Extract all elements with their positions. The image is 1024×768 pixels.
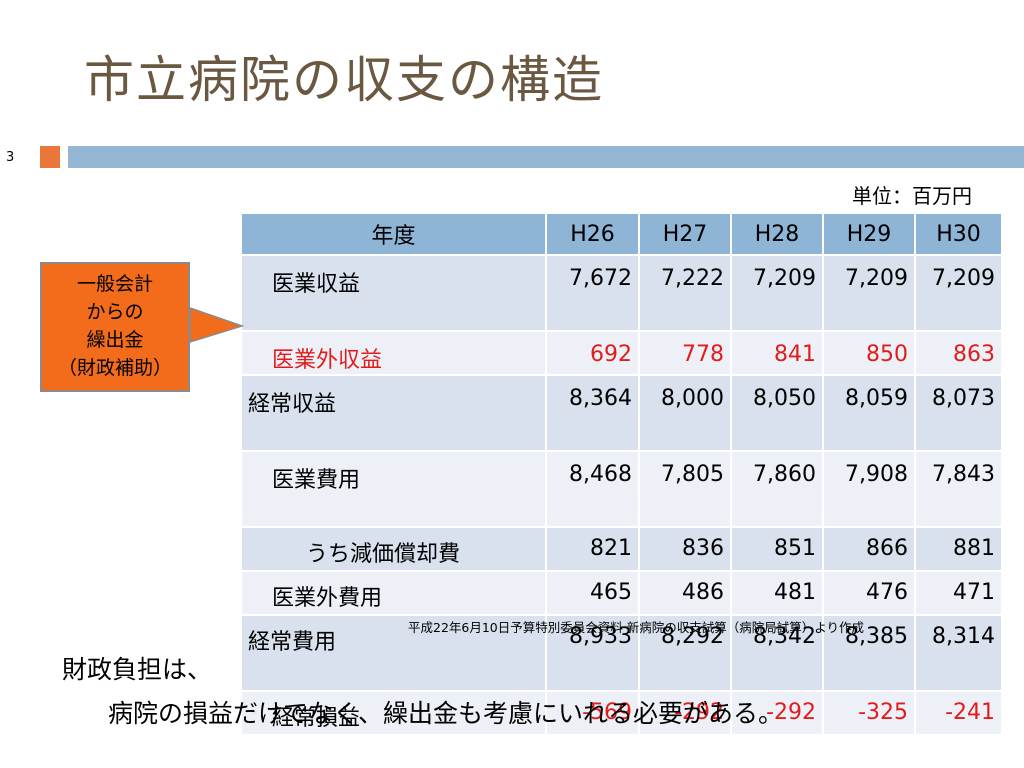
header-h26: H26	[546, 214, 640, 256]
table-cell: 8,933	[546, 615, 640, 692]
callout-line: 一般会計	[76, 273, 153, 295]
table-row: 医業外費用 465 486 481 476 471	[242, 571, 1003, 616]
table-cell: 8,468	[546, 451, 640, 528]
row-label: 医業外費用	[242, 571, 547, 616]
table-row: 経常収益 8,364 8,000 8,050 8,059 8,073	[242, 375, 1003, 452]
callout-pointer-icon	[190, 307, 245, 343]
table-cell: 8,364	[546, 375, 640, 452]
table-row: 経常損益 -569 -292 -292 -325 -241	[242, 691, 1003, 736]
row-label: 医業外収益	[242, 331, 547, 376]
table-cell: 863	[915, 331, 1003, 376]
table-cell: 850	[823, 331, 916, 376]
table-cell: 8,314	[915, 615, 1003, 692]
table-cell: 7,843	[915, 451, 1003, 528]
table-cell: 841	[731, 331, 824, 376]
table-cell: 8,385	[823, 615, 916, 692]
header-year: 年度	[242, 214, 547, 256]
table-row: 医業収益 7,672 7,222 7,209 7,209 7,209	[242, 255, 1003, 332]
unit-label: 単位：百万円	[852, 184, 972, 208]
table-cell: 7,860	[731, 451, 824, 528]
accent-blue-bar	[68, 146, 1024, 168]
table-cell: 7,209	[915, 255, 1003, 332]
table-cell: 881	[915, 527, 1003, 572]
table-cell: 7,805	[639, 451, 732, 528]
callout-line: からの	[86, 301, 144, 323]
table-cell: 486	[639, 571, 732, 616]
table-cell: 836	[639, 527, 732, 572]
table-cell: 7,209	[823, 255, 916, 332]
table-cell: 778	[639, 331, 732, 376]
table-row: うち減価償却費 821 836 851 866 881	[242, 527, 1003, 572]
table-cell: -569	[546, 691, 640, 736]
table-cell: 8,000	[639, 375, 732, 452]
table-cell: 692	[546, 331, 640, 376]
row-label: 医業収益	[242, 255, 547, 332]
table-cell: -325	[823, 691, 916, 736]
table-cell: 465	[546, 571, 640, 616]
subsidy-callout: 一般会計 からの 繰出金 （財政補助）	[40, 262, 190, 392]
finance-table: 年度 H26 H27 H28 H29 H30 医業収益 7,672 7,222 …	[242, 214, 1003, 736]
slide-title: 市立病院の収支の構造	[84, 51, 604, 109]
callout-line: 繰出金	[86, 329, 144, 351]
callout-line: （財政補助）	[57, 357, 172, 379]
table-cell: -292	[731, 691, 824, 736]
table-row: 経常費用 8,933 8,292 8,342 8,385 8,314	[242, 615, 1003, 692]
header-h28: H28	[731, 214, 824, 256]
accent-orange-bar	[40, 146, 60, 168]
table-cell: 8,292	[639, 615, 732, 692]
row-label: うち減価償却費	[242, 527, 547, 572]
table-cell: 8,050	[731, 375, 824, 452]
table-cell: 481	[731, 571, 824, 616]
table-cell: 7,672	[546, 255, 640, 332]
conclusion-line-2: 病院の損益だけでなく、繰出金も考慮にいれる必要がある。	[108, 699, 784, 728]
table-row: 医業外収益 692 778 841 850 863	[242, 331, 1003, 376]
row-label: 経常費用	[242, 615, 547, 692]
table-cell: 7,908	[823, 451, 916, 528]
conclusion-line-1: 財政負担は、	[62, 655, 213, 684]
table-cell: 7,222	[639, 255, 732, 332]
page-number: 3	[6, 150, 15, 165]
table-cell: 851	[731, 527, 824, 572]
table-cell: 8,073	[915, 375, 1003, 452]
row-label: 経常収益	[242, 375, 547, 452]
source-note: 平成22年6月10日予算特別委員会資料 新病院の収支試算（病院局試算）より作成	[408, 620, 864, 635]
table-header-row: 年度 H26 H27 H28 H29 H30	[242, 214, 1003, 256]
header-h30: H30	[915, 214, 1003, 256]
table-cell: -241	[915, 691, 1003, 736]
table-cell: 8,342	[731, 615, 824, 692]
table-cell: 7,209	[731, 255, 824, 332]
table-cell: 476	[823, 571, 916, 616]
table-cell: 8,059	[823, 375, 916, 452]
header-h27: H27	[639, 214, 732, 256]
table-cell: 471	[915, 571, 1003, 616]
row-label: 経常損益	[242, 691, 547, 736]
table-cell: 866	[823, 527, 916, 572]
table-row: 医業費用 8,468 7,805 7,860 7,908 7,843	[242, 451, 1003, 528]
table-cell: 821	[546, 527, 640, 572]
table-cell: -292	[639, 691, 732, 736]
row-label: 医業費用	[242, 451, 547, 528]
header-h29: H29	[823, 214, 916, 256]
